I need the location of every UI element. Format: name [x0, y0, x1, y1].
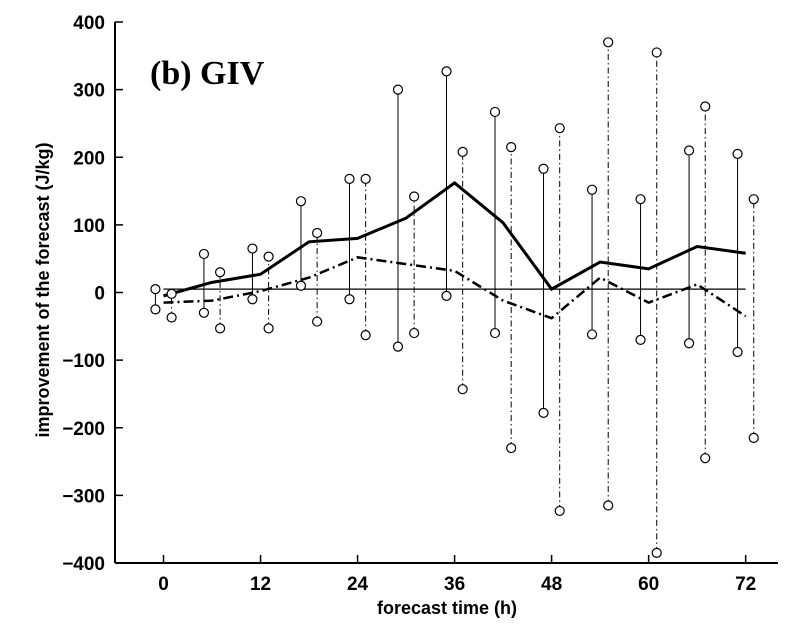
- range-min-marker: [295, 280, 307, 291]
- range-max-marker: [409, 191, 420, 202]
- y-axis-label: improvement of the forecast (J/kg): [33, 142, 53, 437]
- series-line-dash-dot: [163, 256, 747, 320]
- range-max-marker: [457, 146, 468, 157]
- y-tick-label: −100: [62, 351, 105, 372]
- x-tick-label: 24: [347, 574, 369, 595]
- range-min-marker: [392, 341, 404, 352]
- range-min-marker: [732, 346, 743, 358]
- range-min-marker: [538, 407, 549, 418]
- y-axis-ticks: 400 300 200 100 0 −100 −200 −300 −400: [62, 13, 123, 575]
- range-min-marker: [635, 334, 646, 345]
- range-max-marker: [198, 248, 210, 260]
- range-max-marker: [247, 243, 258, 254]
- range-max-marker: [732, 148, 743, 159]
- range-max-marker: [635, 194, 646, 205]
- range-min-marker: [489, 327, 501, 339]
- range-min-marker: [554, 505, 565, 517]
- y-tick-label: 0: [94, 284, 105, 305]
- range-markers: [150, 37, 759, 558]
- range-max-marker: [150, 284, 161, 295]
- range-max-marker: [360, 173, 371, 184]
- range-max-marker: [700, 101, 711, 112]
- x-axis-label: forecast time (h): [377, 598, 517, 618]
- y-tick-label: 400: [73, 13, 105, 34]
- x-tick-label: 36: [444, 574, 465, 595]
- range-min-marker: [651, 547, 662, 558]
- x-tick-label: 72: [735, 574, 756, 595]
- range-min-marker: [263, 323, 274, 334]
- range-max-marker: [215, 267, 226, 278]
- x-tick-label: 12: [250, 574, 271, 595]
- range-max-marker: [683, 145, 695, 156]
- range-max-marker: [166, 288, 177, 299]
- range-min-marker: [586, 329, 598, 340]
- range-max-marker: [295, 196, 307, 207]
- range-max-marker: [586, 184, 598, 195]
- x-tick-label: 60: [638, 574, 659, 595]
- series-line-solid: [163, 181, 746, 298]
- range-min-marker: [247, 294, 258, 305]
- y-tick-label: −400: [62, 554, 105, 575]
- x-tick-label: 48: [541, 574, 562, 595]
- range-max-marker: [263, 251, 274, 262]
- y-tick-label: −300: [62, 486, 105, 507]
- range-min-marker: [198, 307, 210, 318]
- range-max-marker: [506, 142, 517, 153]
- range-min-marker: [506, 442, 517, 454]
- range-min-marker: [683, 338, 695, 349]
- range-max-marker: [748, 194, 759, 205]
- range-min-marker: [603, 500, 614, 511]
- range-min-marker: [700, 453, 711, 464]
- range-max-marker: [651, 47, 662, 58]
- series-lines: [163, 181, 747, 320]
- y-tick-label: 200: [73, 148, 105, 169]
- x-tick-label: 0: [158, 574, 169, 595]
- range-max-marker: [554, 123, 565, 134]
- range-min-marker: [312, 316, 323, 327]
- range-min-marker: [748, 432, 759, 443]
- range-min-marker: [360, 330, 371, 341]
- y-tick-label: −200: [62, 419, 105, 440]
- range-max-marker: [392, 84, 404, 95]
- range-max-marker: [489, 106, 501, 118]
- range-min-marker: [150, 304, 161, 315]
- range-min-marker: [344, 294, 355, 305]
- range-min-marker: [457, 384, 468, 395]
- range-min-marker: [166, 312, 177, 323]
- range-max-marker: [441, 66, 452, 77]
- range-min-marker: [409, 327, 420, 339]
- range-max-marker: [603, 37, 614, 48]
- range-max-marker: [344, 173, 355, 184]
- chart-title: (b) GIV: [150, 55, 265, 92]
- range-min-marker: [441, 290, 452, 301]
- y-tick-label: 300: [73, 81, 105, 102]
- range-max-marker: [312, 227, 323, 239]
- y-tick-label: 100: [73, 216, 105, 237]
- range-max-marker: [538, 163, 549, 174]
- x-axis-ticks: 0 12 24 36 48 60 72: [158, 555, 756, 595]
- range-min-marker: [215, 323, 226, 334]
